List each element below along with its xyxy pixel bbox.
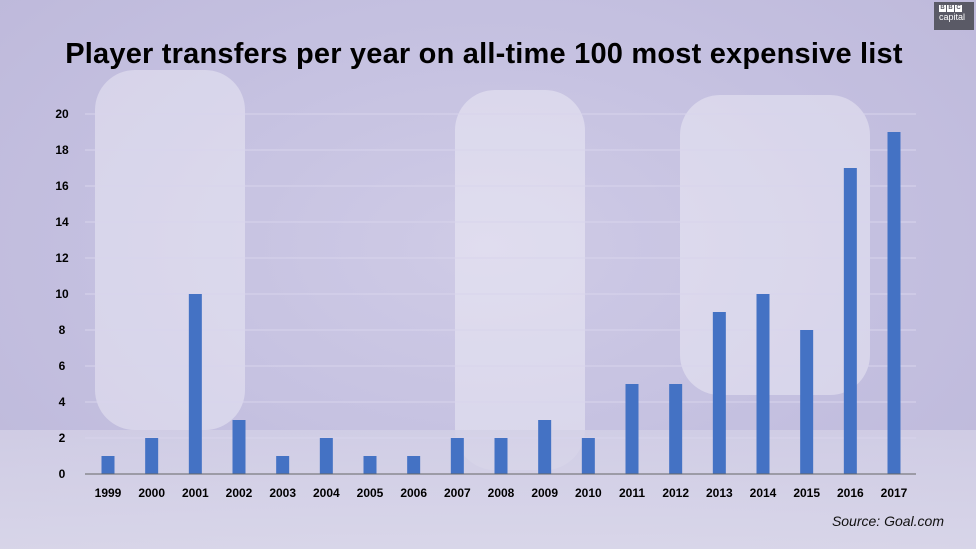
player-silhouette-center <box>455 90 585 470</box>
x-tick-label-2016: 2016 <box>837 486 864 500</box>
x-tick-label-2007: 2007 <box>444 486 471 500</box>
pitch-ground <box>0 430 976 549</box>
y-tick-label: 8 <box>59 323 66 337</box>
y-tick-label: 20 <box>55 107 69 121</box>
bar-2012 <box>669 384 683 474</box>
x-tick-label-2005: 2005 <box>357 486 384 500</box>
x-tick-label-1999: 1999 <box>95 486 122 500</box>
source-note: Source: Goal.com <box>831 513 944 529</box>
bar-2006 <box>407 456 421 474</box>
x-tick-label-2002: 2002 <box>226 486 253 500</box>
bar-2017 <box>887 132 901 474</box>
bar-2013 <box>712 312 726 474</box>
y-tick-label: 18 <box>55 143 69 157</box>
player-silhouette-left <box>95 70 245 430</box>
bar-2015 <box>800 330 814 474</box>
bar-2011 <box>625 384 639 474</box>
y-tick-label: 12 <box>55 251 69 265</box>
gridlines <box>85 113 916 439</box>
x-tick-label-2004: 2004 <box>313 486 340 500</box>
bar-2008 <box>494 438 508 474</box>
x-tick-label-2009: 2009 <box>531 486 558 500</box>
bar-2003 <box>276 456 290 474</box>
y-tick-label: 10 <box>55 287 69 301</box>
x-tick-label-2013: 2013 <box>706 486 733 500</box>
y-tick-label: 16 <box>55 179 69 193</box>
bar-2007 <box>450 438 464 474</box>
x-tick-label-2011: 2011 <box>619 486 645 500</box>
x-tick-label-2003: 2003 <box>269 486 296 500</box>
bar-2014 <box>756 294 770 474</box>
y-axis-ticks: 0 2 4 6 8 10 12 14 16 18 20 <box>55 107 69 481</box>
bar-1999 <box>101 456 115 474</box>
bar-2009 <box>538 420 552 474</box>
bar-2016 <box>843 168 857 474</box>
x-tick-label-2012: 2012 <box>662 486 689 500</box>
y-tick-label: 2 <box>59 431 66 445</box>
chart-title: Player transfers per year on all-time 10… <box>65 38 903 70</box>
bar-2010 <box>581 438 595 474</box>
x-tick-label-2010: 2010 <box>575 486 602 500</box>
bar-2005 <box>363 456 377 474</box>
bar-2001 <box>188 294 202 474</box>
x-tick-label-2001: 2001 <box>182 486 209 500</box>
y-tick-label: 14 <box>55 215 69 229</box>
y-tick-label: 6 <box>59 359 66 373</box>
x-tick-label-2015: 2015 <box>793 486 820 500</box>
x-tick-label-2000: 2000 <box>138 486 165 500</box>
x-tick-label-2006: 2006 <box>400 486 427 500</box>
y-tick-label: 4 <box>59 395 66 409</box>
bar-2002 <box>232 420 246 474</box>
bar-2000 <box>145 438 159 474</box>
bar-2004 <box>319 438 333 474</box>
bbc-capital-logo: B B C capital <box>934 2 974 30</box>
x-tick-label-2017: 2017 <box>881 486 908 500</box>
x-tick-label-2008: 2008 <box>488 486 515 500</box>
bars <box>101 132 901 474</box>
x-tick-label-2014: 2014 <box>750 486 777 500</box>
player-silhouette-right <box>680 95 870 395</box>
x-axis-ticks: 1999 2000 2001 2002 2003 2004 2005 2006 2007 2008… <box>95 486 908 500</box>
y-tick-label: 0 <box>59 467 66 481</box>
